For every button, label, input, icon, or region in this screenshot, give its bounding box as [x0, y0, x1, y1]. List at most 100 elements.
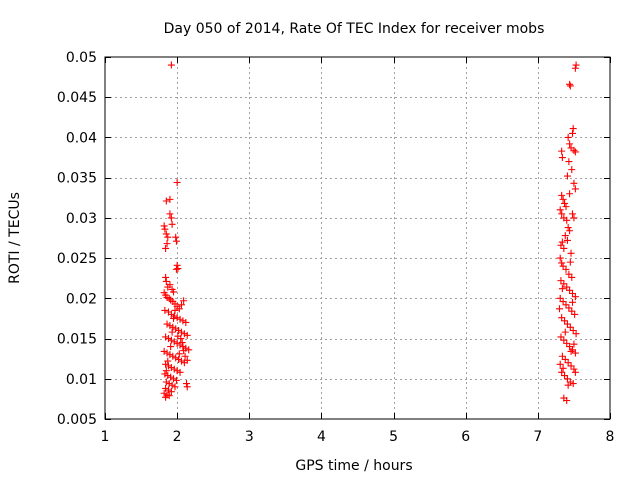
data-point-marker [566, 258, 574, 266]
data-point-marker [569, 125, 577, 133]
data-point-marker [170, 288, 178, 296]
data-point-marker [167, 310, 175, 318]
data-points [160, 61, 580, 404]
data-point-marker [571, 185, 579, 193]
data-point-marker [565, 304, 573, 312]
data-point-marker [167, 388, 175, 396]
grid-lines [105, 57, 610, 419]
data-point-marker [563, 375, 571, 383]
data-point-marker [170, 375, 178, 383]
data-point-marker [563, 339, 571, 347]
data-point-marker [164, 233, 172, 241]
plot-frame [104, 56, 611, 420]
data-point-marker [161, 306, 169, 314]
data-point-marker [564, 359, 572, 367]
y-tick-label: 0.04 [66, 130, 97, 146]
data-point-marker [568, 273, 576, 281]
x-tick-label: 7 [533, 429, 542, 445]
data-point-marker [569, 380, 577, 388]
data-point-marker [168, 381, 176, 389]
data-point-marker [183, 331, 191, 339]
data-point-marker [559, 195, 567, 203]
y-tick-label: 0.03 [66, 211, 97, 227]
data-point-marker [568, 290, 576, 298]
x-tick-label: 5 [389, 429, 398, 445]
data-point-marker [557, 333, 565, 341]
data-point-marker [160, 347, 168, 355]
data-point-marker [166, 322, 174, 330]
data-point-marker [563, 320, 571, 328]
y-axis-label: ROTI / TECUs [7, 192, 23, 284]
data-point-marker [169, 323, 177, 331]
data-point-marker [566, 82, 574, 90]
data-point-marker [170, 338, 178, 346]
data-point-marker [171, 383, 179, 391]
y-tick-label: 0.05 [66, 50, 97, 66]
data-point-marker [174, 265, 182, 273]
data-point-marker [171, 306, 179, 314]
data-point-marker [165, 380, 173, 388]
data-point-marker [165, 392, 173, 400]
data-point-marker [561, 328, 569, 336]
data-point-marker [566, 343, 574, 351]
data-point-marker [164, 372, 172, 380]
x-tick-label: 8 [606, 429, 615, 445]
data-point-marker [173, 178, 181, 186]
data-point-marker [561, 317, 569, 325]
data-point-marker [570, 365, 578, 373]
data-point-marker [175, 327, 183, 335]
data-point-marker [172, 376, 180, 384]
chart-title: Day 050 of 2014, Rate Of TEC Index for r… [164, 21, 545, 37]
data-point-marker [566, 323, 574, 331]
data-point-marker [558, 210, 566, 218]
y-tick-label: 0.02 [66, 291, 97, 307]
data-point-marker [172, 265, 180, 273]
x-tick-label: 2 [173, 429, 182, 445]
data-point-marker [169, 352, 177, 360]
data-point-marker [566, 140, 574, 148]
data-point-marker [170, 314, 178, 322]
data-point-marker [176, 368, 184, 376]
data-point-marker [161, 370, 169, 378]
data-point-marker [168, 220, 176, 228]
data-point-marker [561, 232, 569, 240]
x-tick-label: 1 [101, 429, 110, 445]
data-point-marker [571, 64, 579, 72]
data-point-marker [172, 325, 180, 333]
data-point-marker [559, 262, 567, 270]
data-point-marker [567, 347, 575, 355]
data-point-marker [568, 298, 576, 306]
data-point-marker [571, 148, 579, 156]
data-point-marker [570, 340, 578, 348]
data-point-marker [565, 158, 573, 166]
data-point-marker [556, 360, 564, 368]
data-point-marker [567, 249, 575, 257]
data-point-marker [172, 233, 180, 241]
data-point-marker [559, 298, 567, 306]
data-point-marker [166, 210, 174, 218]
data-point-marker [182, 318, 190, 326]
data-point-marker [166, 351, 174, 359]
data-point-marker [563, 172, 571, 180]
data-point-marker [160, 389, 168, 397]
data-point-marker [172, 237, 180, 245]
data-point-marker [164, 386, 172, 394]
data-point-marker [563, 216, 571, 224]
data-point-marker [183, 383, 191, 391]
data-point-marker [568, 129, 576, 137]
data-point-marker [160, 222, 168, 230]
data-point-marker [181, 352, 189, 360]
data-point-marker [177, 328, 185, 336]
data-point-marker [173, 314, 181, 322]
data-point-marker [558, 147, 566, 155]
data-point-marker [166, 281, 174, 289]
data-point-marker [162, 230, 170, 238]
data-point-marker [558, 352, 566, 360]
data-point-marker [562, 301, 570, 309]
data-point-marker [566, 227, 574, 235]
data-point-marker [561, 355, 569, 363]
data-point-marker [560, 244, 568, 252]
data-point-marker [175, 350, 183, 358]
data-point-marker [572, 61, 580, 69]
